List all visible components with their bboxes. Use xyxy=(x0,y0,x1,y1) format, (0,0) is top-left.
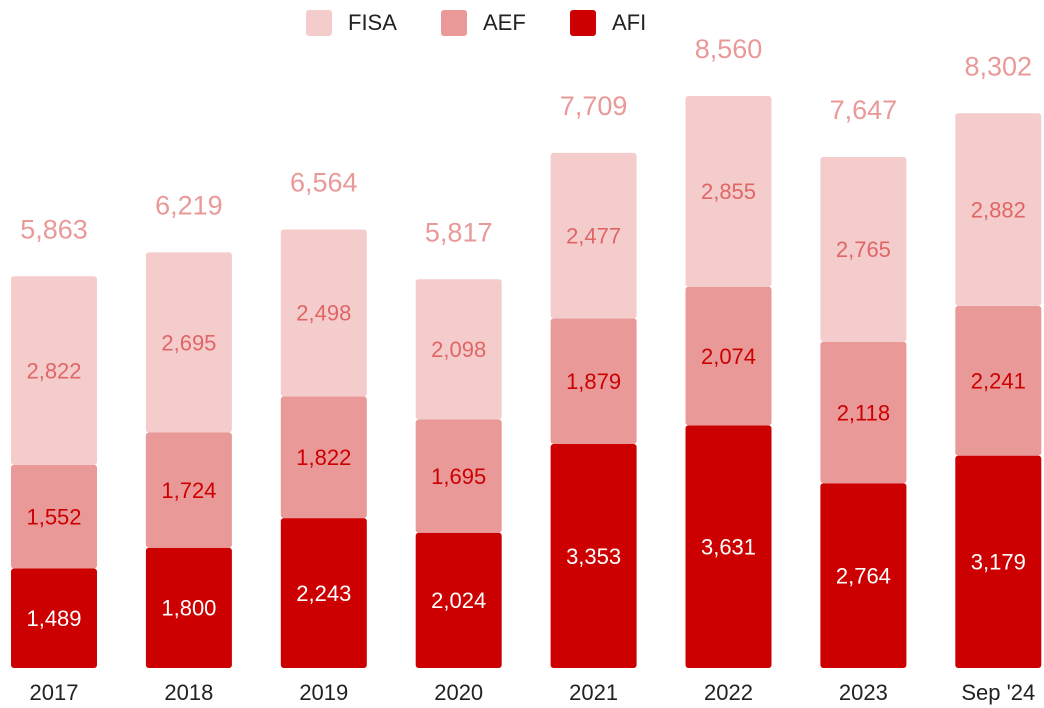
total-label: 5,863 xyxy=(20,214,88,244)
legend-swatch xyxy=(306,10,332,36)
segment-label: 1,879 xyxy=(566,369,621,394)
x-tick-label: 2022 xyxy=(704,680,753,705)
bar-segment xyxy=(145,252,232,433)
bar-segment xyxy=(280,229,367,397)
legend-swatch xyxy=(570,10,596,36)
total-label: 5,817 xyxy=(425,217,493,247)
segment-label: 2,243 xyxy=(296,581,351,606)
total-label: 7,709 xyxy=(560,91,628,121)
segment-label: 2,855 xyxy=(701,179,756,204)
segment-label: 2,118 xyxy=(837,400,890,425)
segment-label: 2,098 xyxy=(431,337,486,362)
bar-segment xyxy=(955,455,1042,668)
total-label: 7,647 xyxy=(830,95,898,125)
segment-label: 2,822 xyxy=(26,358,81,383)
bar-segment xyxy=(415,419,502,533)
segment-label: 2,024 xyxy=(431,588,486,613)
segment-label: 1,822 xyxy=(296,445,351,470)
x-tick-label: Sep '24 xyxy=(961,680,1035,705)
segment-label: 2,498 xyxy=(296,301,351,326)
x-tick-label: 2021 xyxy=(569,680,618,705)
bar-segment xyxy=(280,518,367,668)
bar-segment xyxy=(820,483,907,668)
bar-segment xyxy=(685,286,772,426)
segment-label: 1,800 xyxy=(161,596,216,621)
segment-label: 3,631 xyxy=(701,534,756,559)
bar-segment xyxy=(685,96,772,287)
total-label: 6,564 xyxy=(290,168,358,198)
total-label: 8,302 xyxy=(965,51,1033,81)
bar-segment xyxy=(550,443,637,668)
segment-label: 1,489 xyxy=(26,606,81,631)
bar-segment xyxy=(550,318,637,444)
segment-label: 2,074 xyxy=(701,344,756,369)
legend-label: AFI xyxy=(612,10,646,35)
segment-label: 3,179 xyxy=(971,550,1026,575)
bar-segment xyxy=(550,152,637,319)
bar-segment xyxy=(11,464,97,569)
bar-segment xyxy=(820,157,907,342)
x-tick-label: 2018 xyxy=(164,680,213,705)
legend-swatch xyxy=(441,10,467,36)
x-tick-label: 2023 xyxy=(839,680,888,705)
x-tick-label: 2020 xyxy=(434,680,483,705)
bar-segment xyxy=(955,113,1042,306)
legend-label: AEF xyxy=(483,10,526,35)
bar-segment xyxy=(11,276,97,465)
segment-label: 2,882 xyxy=(971,197,1026,222)
bar-segment xyxy=(11,568,97,668)
bar-segment xyxy=(415,279,502,420)
segment-label: 1,552 xyxy=(26,504,81,529)
bar-segment xyxy=(685,425,772,668)
segment-label: 2,765 xyxy=(836,237,891,262)
segment-label: 1,724 xyxy=(161,478,216,503)
bar-segment xyxy=(145,547,232,668)
segment-label: 3,353 xyxy=(566,544,621,569)
bar-segment xyxy=(955,305,1042,456)
segment-label: 2,241 xyxy=(971,369,1026,394)
total-label: 6,219 xyxy=(155,191,223,221)
bar-segment xyxy=(415,532,502,668)
segment-label: 1,695 xyxy=(431,464,486,489)
total-label: 8,560 xyxy=(695,34,763,64)
legend-label: FISA xyxy=(348,10,397,35)
segment-label: 2,477 xyxy=(566,223,621,248)
segment-label: 2,695 xyxy=(161,330,216,355)
bar-segment xyxy=(280,396,367,519)
bar-segment xyxy=(820,341,907,484)
x-tick-label: 2019 xyxy=(299,680,348,705)
segment-label: 2,764 xyxy=(836,563,891,588)
bar-segment xyxy=(145,432,232,548)
x-tick-label: 2017 xyxy=(30,680,79,705)
